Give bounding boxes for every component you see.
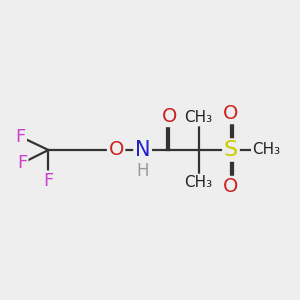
Text: F: F [43, 172, 53, 190]
Text: F: F [15, 128, 26, 146]
Text: F: F [17, 154, 27, 172]
Text: H: H [136, 162, 149, 180]
Text: O: O [161, 106, 177, 126]
Text: O: O [109, 140, 124, 160]
Text: S: S [224, 140, 238, 160]
Text: CH₃: CH₃ [252, 142, 280, 158]
Text: CH₃: CH₃ [184, 175, 213, 190]
Text: CH₃: CH₃ [184, 110, 213, 125]
Text: O: O [223, 104, 239, 123]
Text: O: O [223, 177, 239, 196]
Text: N: N [135, 140, 150, 160]
